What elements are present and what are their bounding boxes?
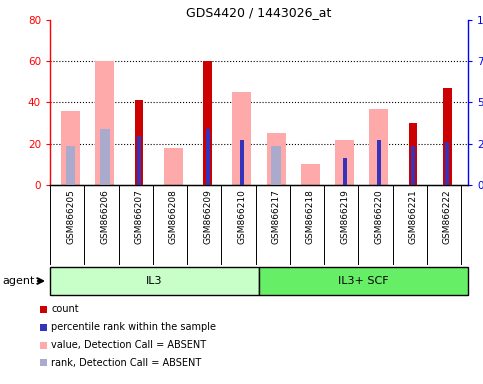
Bar bbox=[137, 136, 141, 185]
Bar bbox=[96, 61, 114, 185]
Text: IL3: IL3 bbox=[146, 276, 163, 286]
Text: GSM866209: GSM866209 bbox=[203, 189, 212, 244]
Bar bbox=[267, 133, 285, 185]
Bar bbox=[40, 324, 47, 331]
Text: IL3+ SCF: IL3+ SCF bbox=[338, 276, 389, 286]
Bar bbox=[100, 129, 110, 185]
Bar bbox=[203, 61, 212, 185]
Title: GDS4420 / 1443026_at: GDS4420 / 1443026_at bbox=[186, 6, 332, 19]
Text: GSM866219: GSM866219 bbox=[340, 189, 349, 244]
Bar bbox=[61, 111, 80, 185]
Text: GSM866206: GSM866206 bbox=[100, 189, 109, 244]
Bar bbox=[409, 123, 417, 185]
Text: GSM866217: GSM866217 bbox=[271, 189, 281, 244]
Bar bbox=[411, 146, 415, 185]
Bar bbox=[377, 140, 381, 185]
Bar bbox=[271, 146, 281, 185]
Bar bbox=[259, 267, 468, 295]
Text: rank, Detection Call = ABSENT: rank, Detection Call = ABSENT bbox=[51, 358, 201, 368]
Bar bbox=[206, 129, 210, 185]
Bar bbox=[66, 146, 75, 185]
Text: percentile rank within the sample: percentile rank within the sample bbox=[51, 322, 216, 332]
Bar bbox=[369, 109, 388, 185]
Bar bbox=[445, 142, 450, 185]
Bar bbox=[164, 148, 183, 185]
Text: GSM866220: GSM866220 bbox=[374, 189, 384, 244]
Text: GSM866218: GSM866218 bbox=[306, 189, 315, 244]
Bar bbox=[301, 164, 320, 185]
Bar bbox=[40, 341, 47, 349]
Bar bbox=[240, 140, 244, 185]
Text: GSM866205: GSM866205 bbox=[66, 189, 75, 244]
Bar bbox=[342, 158, 347, 185]
Text: GSM866222: GSM866222 bbox=[443, 189, 452, 243]
Bar bbox=[232, 92, 251, 185]
Text: GSM866207: GSM866207 bbox=[135, 189, 143, 244]
Bar bbox=[40, 359, 47, 366]
Bar bbox=[50, 267, 259, 295]
Bar bbox=[135, 101, 143, 185]
Text: value, Detection Call = ABSENT: value, Detection Call = ABSENT bbox=[51, 340, 206, 350]
Bar bbox=[335, 140, 354, 185]
Text: GSM866208: GSM866208 bbox=[169, 189, 178, 244]
Text: count: count bbox=[51, 305, 79, 314]
Bar bbox=[40, 306, 47, 313]
Text: GSM866210: GSM866210 bbox=[237, 189, 246, 244]
Text: agent: agent bbox=[2, 276, 34, 286]
Text: GSM866221: GSM866221 bbox=[409, 189, 418, 244]
Bar bbox=[443, 88, 452, 185]
